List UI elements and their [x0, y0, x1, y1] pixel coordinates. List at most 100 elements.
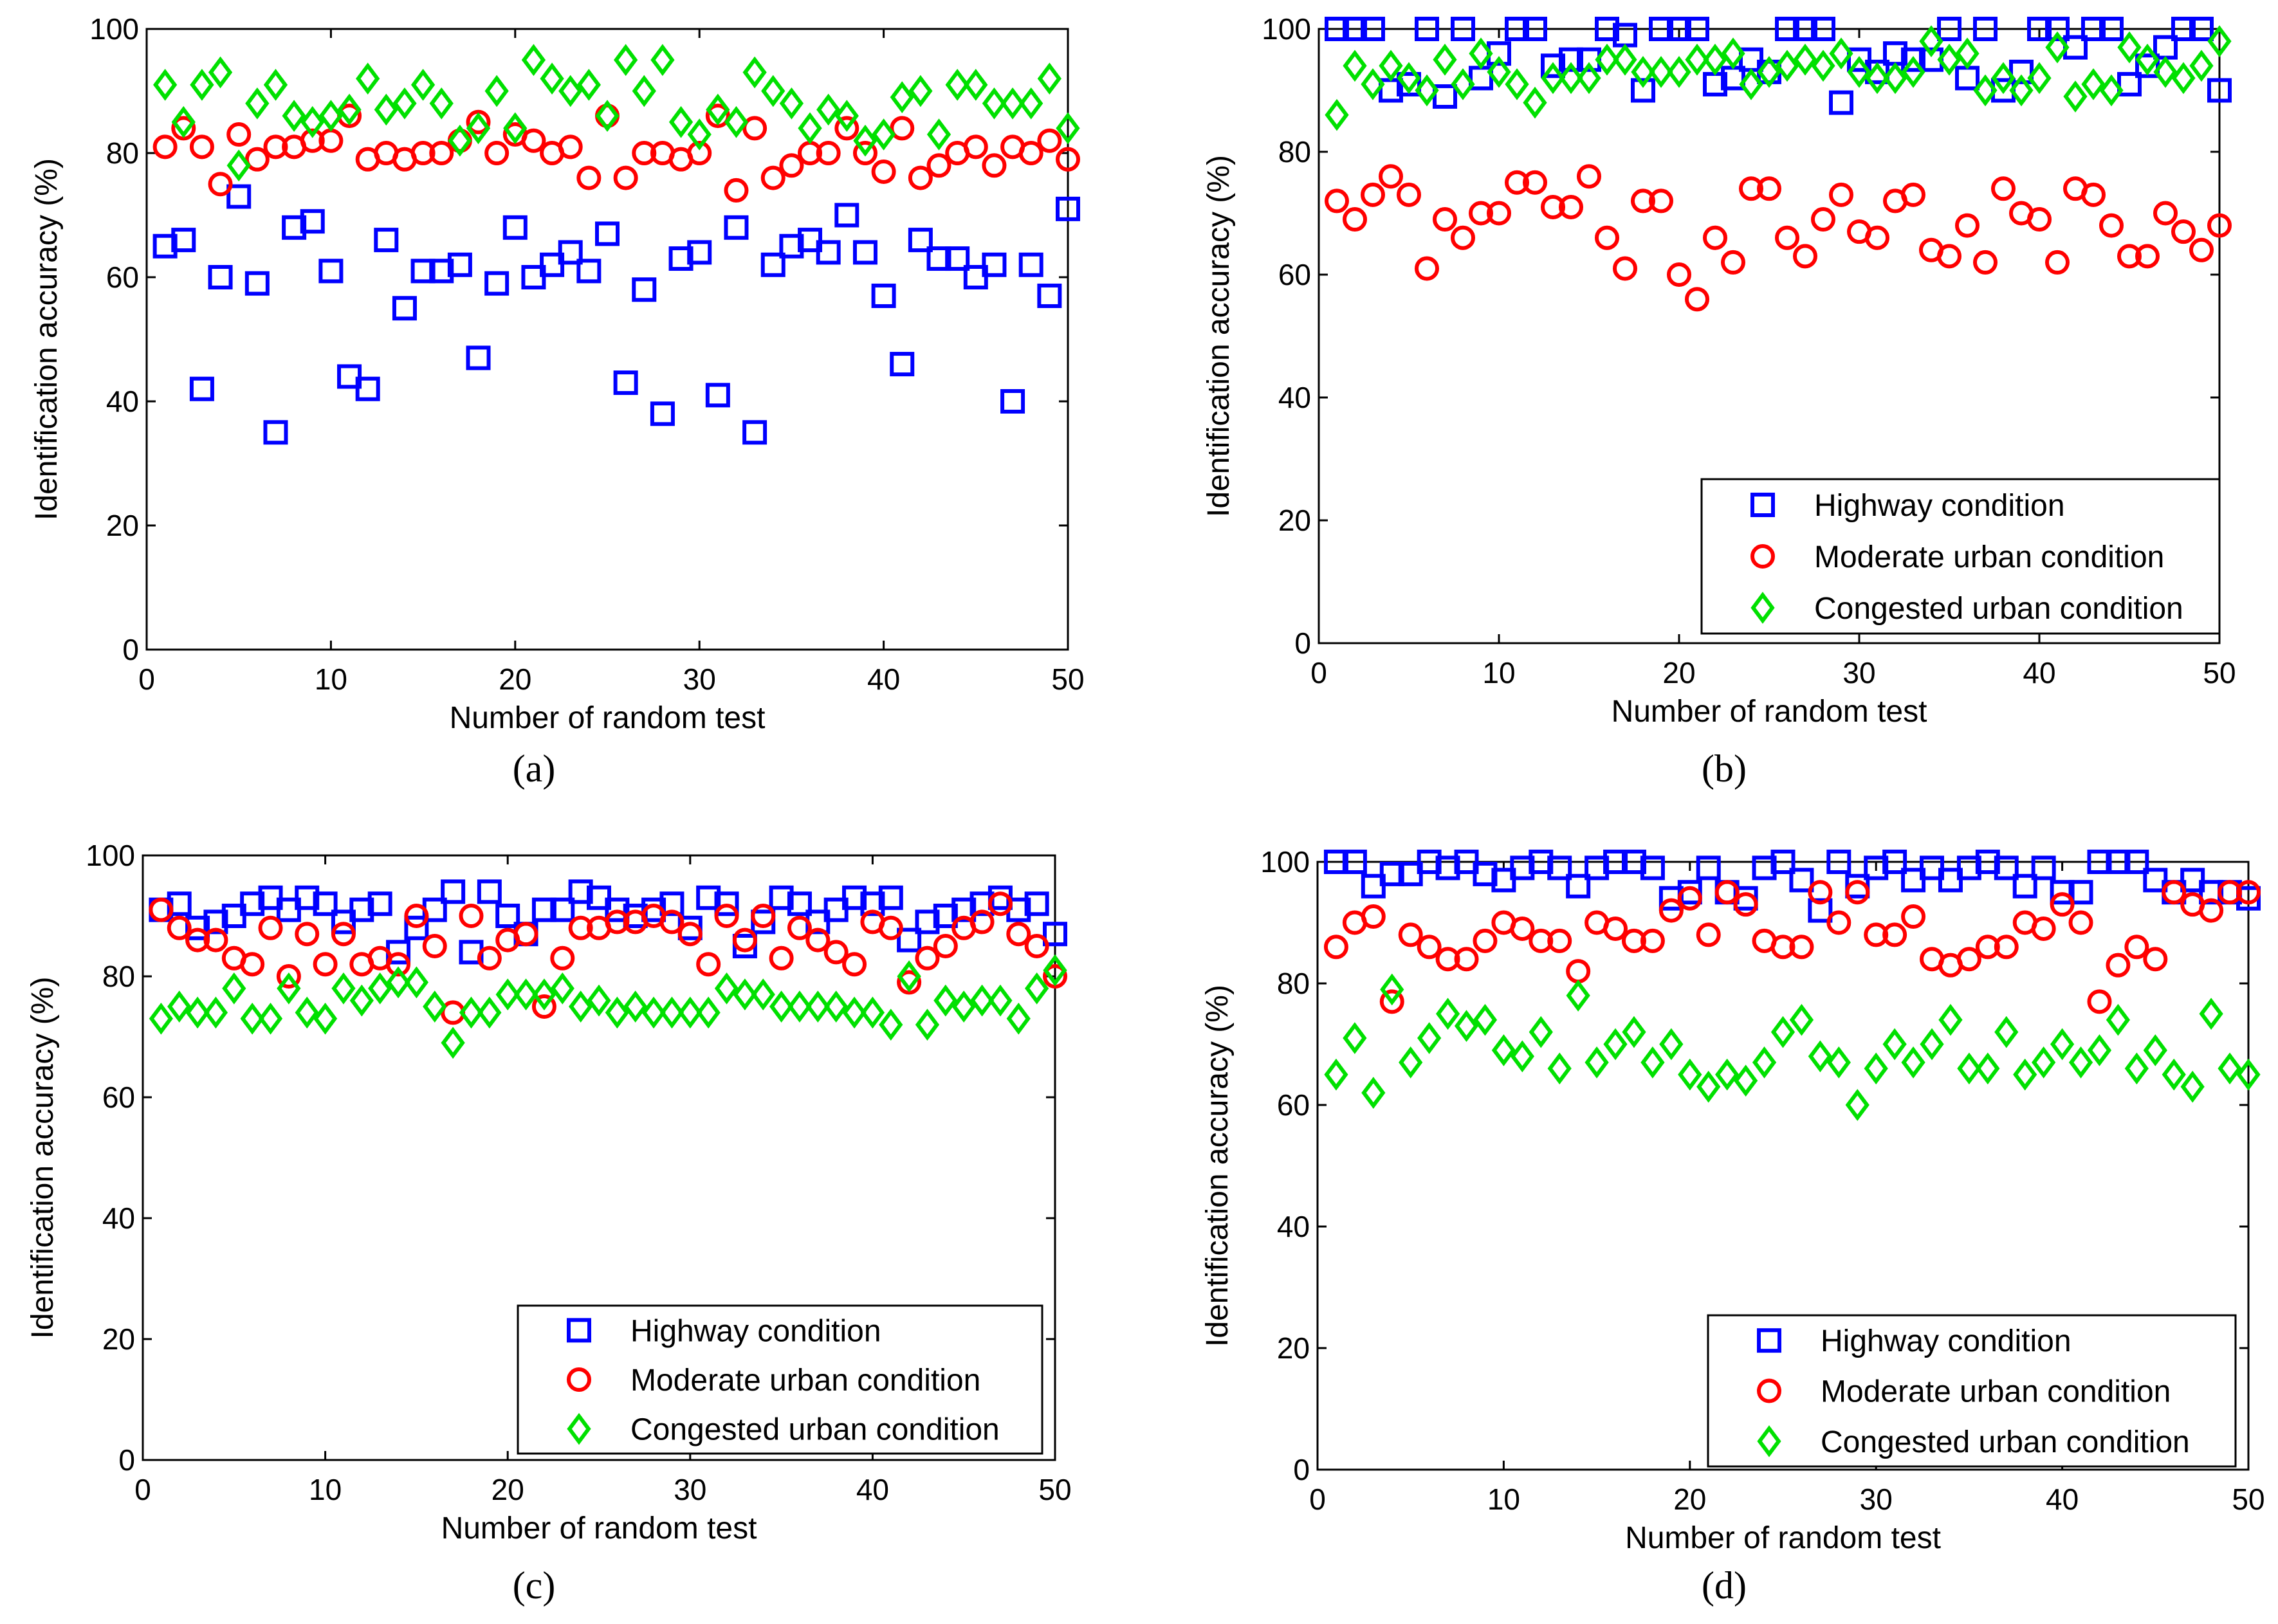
data-point — [2117, 31, 2142, 64]
data-point — [1677, 886, 1702, 911]
data-point — [595, 221, 620, 246]
legend: Highway condition Moderate urban conditio… — [517, 1304, 1043, 1455]
data-point — [1435, 998, 1460, 1030]
data-point — [1487, 201, 1511, 226]
data-point — [1845, 1089, 1869, 1121]
data-point — [1696, 1070, 1721, 1103]
data-point — [1789, 935, 1814, 960]
data-point — [1775, 50, 1799, 82]
data-point — [1325, 17, 1349, 41]
data-point — [982, 153, 1007, 178]
data-point — [1882, 850, 1907, 874]
data-point — [2081, 17, 2106, 41]
data-point — [1324, 1058, 1348, 1091]
data-point — [410, 141, 436, 165]
data-point — [2207, 25, 2232, 57]
data-point — [466, 112, 491, 145]
data-point — [466, 109, 491, 134]
legend-label: Moderate urban condition — [1821, 1375, 2171, 1409]
data-point — [926, 118, 951, 151]
chart-panel-1: 0 10 20 30 40 50 0 20 40 60 80 100 Number of random … — [30, 12, 1085, 790]
data-point — [1956, 855, 1981, 880]
data-point — [2031, 916, 2056, 941]
data-point — [374, 228, 399, 253]
data-point — [1006, 1002, 1031, 1035]
data-point — [1973, 250, 1998, 275]
data-point — [282, 100, 306, 132]
plot-frame — [1318, 28, 2221, 644]
data-point — [2045, 17, 2070, 41]
data-point — [915, 1008, 940, 1041]
data-point — [2068, 1046, 2093, 1079]
data-point — [386, 952, 411, 977]
legend: Highway condition Moderate urban conditio… — [1707, 1314, 2237, 1468]
data-point — [349, 897, 374, 922]
data-point — [410, 259, 436, 284]
data-point — [282, 215, 307, 240]
data-point — [550, 945, 575, 971]
data-point — [185, 996, 210, 1029]
data-point — [513, 922, 538, 947]
data-point — [1473, 928, 1498, 953]
data-point — [714, 972, 739, 1005]
legend-marker — [1750, 544, 1775, 569]
data-point — [678, 996, 703, 1029]
data-point — [2027, 17, 2052, 41]
data-point — [969, 984, 995, 1017]
legend-marker — [1757, 1378, 1781, 1403]
series-square — [149, 879, 1067, 965]
data-point — [751, 904, 776, 928]
series-diamond — [153, 44, 1080, 182]
data-point — [742, 56, 767, 89]
data-point — [842, 996, 867, 1029]
legend-label: Moderate urban condition — [630, 1364, 980, 1398]
data-point — [1398, 922, 1423, 947]
data-point — [1577, 62, 1601, 95]
data-point — [1473, 1003, 1498, 1036]
data-point — [696, 952, 721, 977]
data-point — [1901, 56, 1925, 88]
data-point — [295, 996, 319, 1029]
data-point — [2117, 71, 2142, 96]
data-point — [1658, 898, 1684, 923]
x-tick-label: 40 — [2023, 656, 2055, 689]
x-tick-label: 10 — [315, 662, 347, 696]
data-point — [761, 75, 785, 107]
x-axis-label: Number of random test — [450, 701, 766, 735]
data-point — [558, 134, 583, 160]
data-point — [258, 915, 283, 940]
data-point — [705, 383, 730, 408]
data-point — [190, 69, 214, 101]
data-point — [1613, 256, 1637, 281]
data-point — [1864, 855, 1889, 880]
data-point — [2143, 947, 2168, 972]
x-tick-label: 20 — [499, 662, 531, 696]
data-point — [466, 345, 491, 370]
data-point — [1739, 68, 1763, 100]
data-point — [185, 927, 210, 953]
x-tick-label: 50 — [1038, 1473, 1071, 1506]
data-point — [2153, 201, 2178, 226]
data-point — [1975, 850, 2000, 874]
data-point — [208, 56, 233, 89]
data-point — [1487, 56, 1511, 88]
legend-label: Congested urban condition — [1814, 592, 2183, 626]
data-point — [1325, 188, 1349, 214]
data-point — [1883, 62, 1907, 95]
data-point — [1621, 850, 1646, 874]
series-diamond — [1325, 25, 2232, 131]
legend-marker — [567, 1367, 591, 1392]
data-point — [605, 996, 629, 1029]
data-point — [1703, 43, 1727, 76]
data-point — [459, 996, 484, 1029]
legend: Highway condition Moderate urban conditio… — [1700, 478, 2221, 635]
data-point — [2162, 1058, 2186, 1091]
data-point — [1566, 873, 1591, 899]
data-point — [1547, 1052, 1572, 1085]
data-point — [1975, 935, 2000, 960]
data-point — [1901, 904, 1926, 929]
plot-frame — [145, 28, 1069, 651]
data-point — [1811, 17, 1835, 41]
data-point — [226, 184, 252, 209]
data-point — [1829, 182, 1853, 207]
